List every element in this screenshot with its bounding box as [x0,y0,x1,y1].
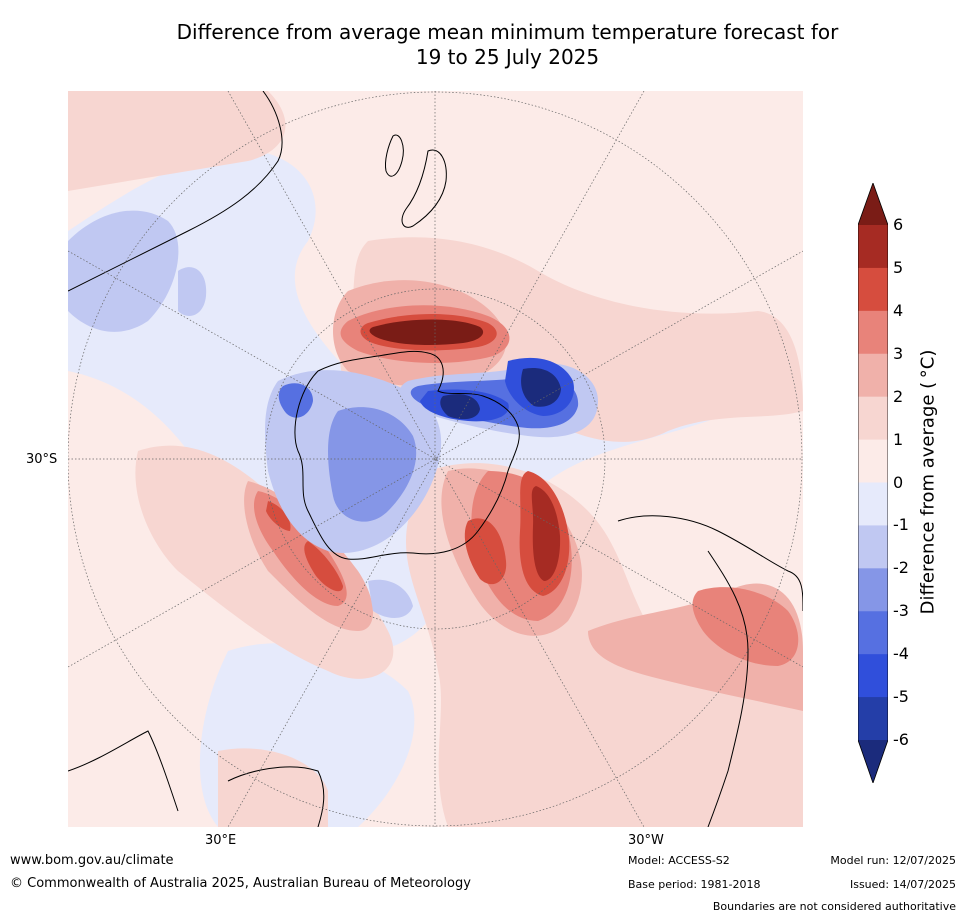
colorbar-band [858,310,888,355]
temperature-anomaly-map [68,91,803,827]
colorbar-tick-label: -2 [893,558,909,578]
colorbar-tick-label: 3 [893,343,904,363]
colorbar-tick-label: -5 [893,687,909,707]
colorbar-band [858,697,888,741]
colorbar-tick-label: 0 [893,472,904,492]
base-period-text: Base period: 1981-2018 [628,878,761,891]
colorbar-band [858,396,888,441]
copyright-text: © Commonwealth of Australia 2025, Austra… [10,876,471,891]
colorbar-tick-label: 4 [893,300,904,320]
title-line-2: 19 to 25 July 2025 [415,45,600,69]
colorbar-band [858,353,888,398]
colorbar-band [858,267,888,312]
colorbar-tick-label: -4 [893,644,909,664]
colorbar-band [858,225,888,269]
colorbar-band [858,439,888,483]
colorbar-tick-label: 6 [893,215,904,234]
disclaimer-text: Boundaries are not considered authoritat… [712,900,956,913]
colorbar-band [858,568,888,612]
colorbar-band [858,654,888,698]
chart-title: Difference from average mean minimum tem… [0,20,965,70]
colorbar-tick-label: 1 [893,429,904,449]
colorbar-extend-top [858,183,888,225]
colorbar-tick-label: -6 [893,730,909,749]
issued-text: Issued: 14/07/2025 [849,878,956,891]
latitude-label-30s: 30°S [26,452,58,467]
colorbar-label: Difference from average ( °C) [917,349,939,615]
colorbar-band [858,611,888,655]
colorbar [858,183,888,783]
colorbar-extend-bottom [858,740,888,783]
model-run-text: Model run: 12/07/2025 [830,854,956,867]
colorbar-band [858,525,888,569]
colorbar-band [858,482,888,526]
title-line-1: Difference from average mean minimum tem… [176,20,839,44]
model-text: Model: ACCESS-S2 [628,854,730,867]
colorbar-tick-label: 5 [893,257,904,277]
colorbar-tick-label: -3 [893,601,909,621]
website-link[interactable]: www.bom.gov.au/climate [10,853,174,868]
longitude-label-30w: 30°W [628,833,664,848]
longitude-label-30e: 30°E [205,833,237,848]
colorbar-tick-label: -1 [893,515,909,535]
colorbar-tick-label: 2 [893,386,904,406]
